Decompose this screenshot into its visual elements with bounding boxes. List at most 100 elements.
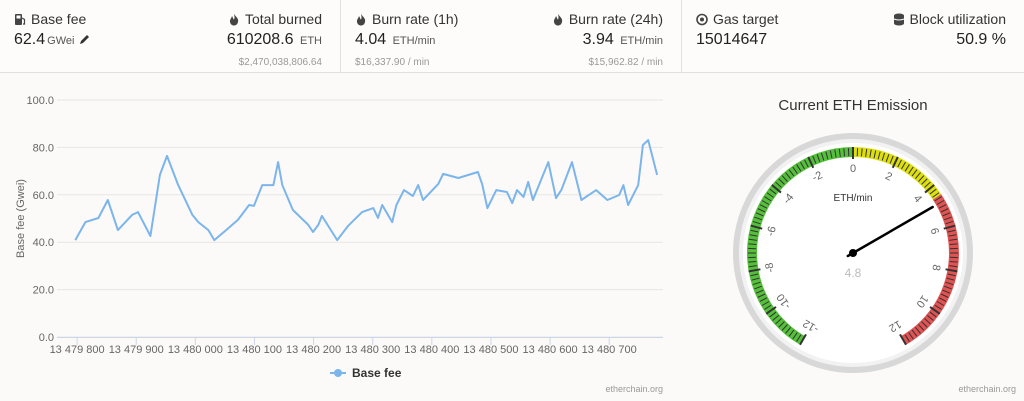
minor-tick <box>804 159 809 168</box>
gauge-tick-label: -6 <box>765 225 779 238</box>
stat-unit: GWei <box>47 35 75 47</box>
gauge-tick-label: 6 <box>928 227 941 236</box>
minor-tick <box>759 297 768 302</box>
minor-tick <box>904 164 910 172</box>
minor-tick <box>755 212 764 217</box>
minor-tick <box>908 332 914 340</box>
minor-tick <box>792 332 798 340</box>
stat-label-text: Block utilization <box>909 11 1007 27</box>
minor-tick <box>934 196 942 202</box>
x-tick-label: 13 480 200 <box>286 344 341 356</box>
minor-tick <box>759 204 768 209</box>
y-tick-label: 20.0 <box>33 285 54 297</box>
stat-value-text: 62.4 <box>14 31 46 48</box>
gauge-band <box>747 147 853 345</box>
minor-tick <box>929 188 937 195</box>
minor-tick <box>943 285 952 290</box>
minor-tick <box>936 200 945 205</box>
minor-tick <box>775 181 782 188</box>
fire-icon <box>229 13 239 25</box>
fuel-icon <box>15 13 26 25</box>
stat-value: 3.94 ETH/min <box>552 31 663 49</box>
minor-tick <box>901 161 906 170</box>
minor-tick <box>748 265 757 268</box>
major-tick <box>771 184 782 194</box>
minor-tick <box>911 169 918 177</box>
stat-value: 15014647 <box>696 31 778 49</box>
stat-value-text: 15014647 <box>696 31 768 48</box>
minor-tick <box>929 311 937 318</box>
stat-value-text: 3.94 <box>582 31 614 48</box>
stat-label: Burn rate (24h) <box>552 10 663 28</box>
gauge-unit: ETH/min <box>834 193 873 204</box>
minor-tick <box>942 212 951 217</box>
minor-tick <box>750 273 759 277</box>
minor-tick <box>755 289 764 294</box>
minor-tick <box>949 238 958 241</box>
gauge-tick-label: 12 <box>887 318 904 335</box>
minor-tick <box>843 148 846 157</box>
minor-tick <box>877 151 881 160</box>
minor-tick <box>949 243 958 246</box>
database-icon <box>893 13 904 25</box>
minor-tick <box>938 297 947 302</box>
minor-tick <box>775 318 782 325</box>
stat-value: 50.9 % <box>893 31 1006 49</box>
minor-tick <box>778 178 785 185</box>
minor-tick <box>781 175 788 182</box>
minor-tick <box>942 289 951 294</box>
minor-tick <box>748 238 757 241</box>
stat-value-text: 4.04 <box>355 31 387 48</box>
stat: Burn rate (24h) 3.94 ETH/min $15,962.82 … <box>552 10 663 68</box>
stat: Gas target 15014647 <box>696 10 778 49</box>
gauge-tick-label: 2 <box>883 170 894 183</box>
y-tick-label: 60.0 <box>33 190 54 202</box>
major-tick <box>807 156 815 169</box>
minor-tick <box>889 155 894 164</box>
minor-tick <box>946 277 955 281</box>
stat: Total burned 610208.6 ETH $2,470,038,806… <box>227 10 322 68</box>
minor-tick <box>761 200 770 205</box>
minor-tick <box>860 148 863 157</box>
line-chart: 0.0 20.0 40.0 60.0 80.0 100.0 13 479 800 13 479… <box>15 95 663 394</box>
minor-tick <box>769 311 777 318</box>
x-tick-label: 13 480 400 <box>404 344 459 356</box>
stats-bar: Base fee 62.4 GWei Total burned 610208.6 … <box>0 0 1024 73</box>
major-tick <box>929 306 941 315</box>
minor-tick <box>897 159 902 168</box>
minor-tick <box>914 326 921 334</box>
gauge-chart: Current ETH Emission-12-10-8-6-4-2024681… <box>733 97 1016 394</box>
stat-unit: ETH <box>300 35 322 47</box>
minor-tick <box>943 216 952 221</box>
minor-tick <box>940 293 949 298</box>
major-tick <box>899 333 907 346</box>
stat-label-text: Total burned <box>244 11 322 27</box>
stat-label-text: Burn rate (1h) <box>372 11 459 27</box>
stats-group: Burn rate (1h) 4.04 ETH/min $16,337.90 /… <box>341 0 682 72</box>
gauge-tick-label: 8 <box>929 264 942 272</box>
minor-tick <box>911 329 918 337</box>
minor-tick <box>932 192 940 198</box>
stat-sub: $15,962.82 / min <box>588 57 664 68</box>
minor-tick <box>949 265 958 268</box>
minor-tick <box>778 321 785 328</box>
stat-unit: ETH/min <box>620 35 663 47</box>
stat: Burn rate (1h) 4.04 ETH/min $16,337.90 /… <box>355 10 458 68</box>
minor-tick <box>904 334 910 342</box>
minor-tick <box>796 164 802 172</box>
y-tick-label: 40.0 <box>33 237 54 249</box>
minor-tick <box>820 152 825 161</box>
edit-icon[interactable] <box>79 33 91 45</box>
credits: etherchain.org <box>605 384 663 394</box>
minor-tick <box>948 234 957 237</box>
minor-tick <box>761 301 770 306</box>
minor-tick <box>766 192 774 198</box>
gauge-tick-label: 0 <box>850 163 856 175</box>
minor-tick <box>926 314 934 321</box>
x-tick-label: 13 480 600 <box>523 344 578 356</box>
minor-tick <box>781 324 788 331</box>
stat-value: 4.04 ETH/min <box>355 31 458 49</box>
minor-tick <box>748 260 757 263</box>
major-tick <box>765 306 777 315</box>
minor-tick <box>947 229 956 233</box>
